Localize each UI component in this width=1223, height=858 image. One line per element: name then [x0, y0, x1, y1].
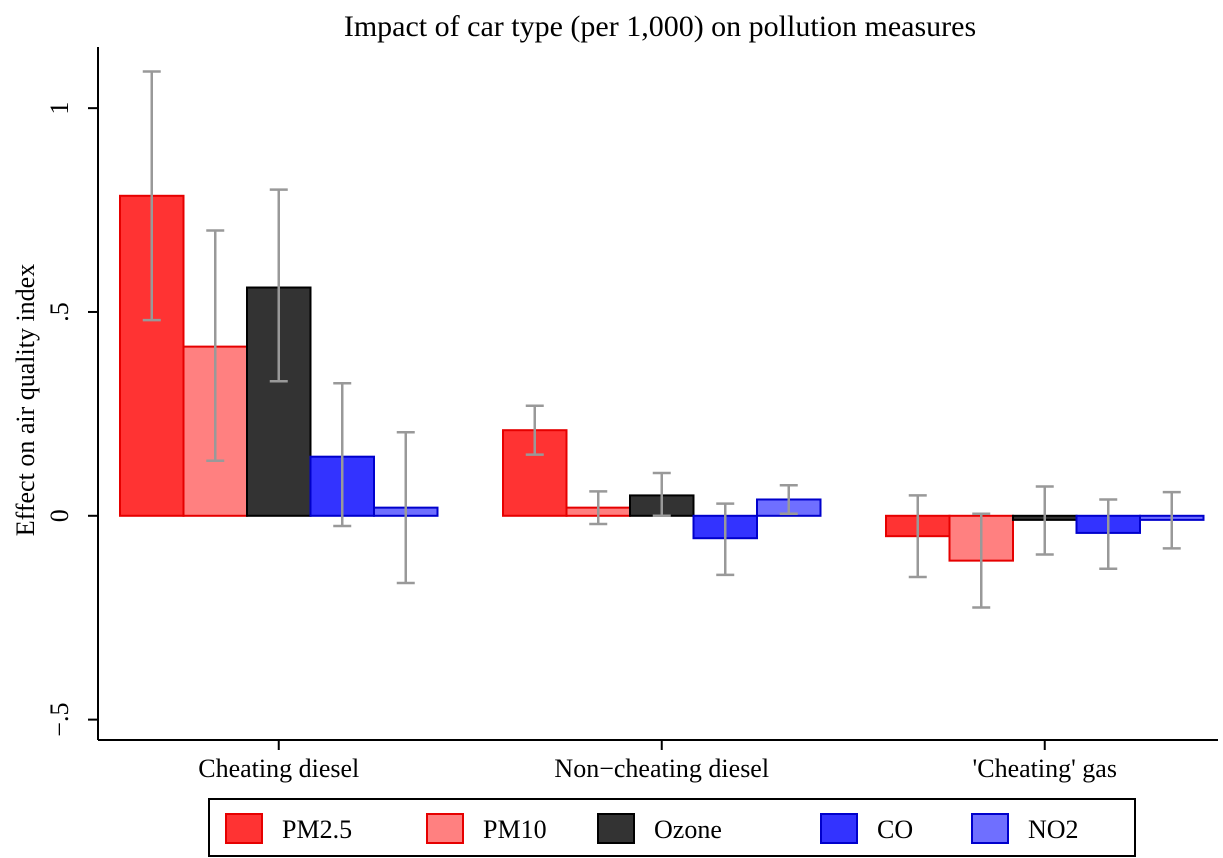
legend-swatch	[225, 813, 263, 844]
y-tick-label: −.5	[45, 703, 74, 737]
plot-area: −.5 0 .5 1 Cheating diesel Non−cheating diese…	[45, 47, 1218, 783]
legend-swatch	[820, 813, 858, 844]
y-tick-label: .5	[45, 302, 74, 322]
x-tick-label: 'Cheating' gas	[973, 754, 1117, 783]
y-tick-label: 1	[45, 102, 74, 115]
legend-label: NO2	[1028, 815, 1079, 844]
y-axis-label: Effect on air quality index	[11, 264, 40, 536]
legend-swatch	[426, 813, 464, 844]
legend-label: PM10	[483, 815, 547, 844]
legend-swatch	[971, 813, 1009, 844]
y-tick-label: 0	[45, 509, 74, 522]
x-tick-label: Cheating diesel	[198, 754, 359, 783]
legend-label: PM2.5	[282, 815, 352, 844]
legend-label: Ozone	[654, 815, 722, 844]
legend: PM2.5 PM10 Ozone CO NO2	[208, 798, 1136, 857]
legend-label: CO	[877, 815, 913, 844]
legend-swatch	[597, 813, 635, 844]
x-tick-label: Non−cheating diesel	[554, 754, 769, 783]
chart-title: Impact of car type (per 1,000) on pollut…	[344, 10, 976, 43]
